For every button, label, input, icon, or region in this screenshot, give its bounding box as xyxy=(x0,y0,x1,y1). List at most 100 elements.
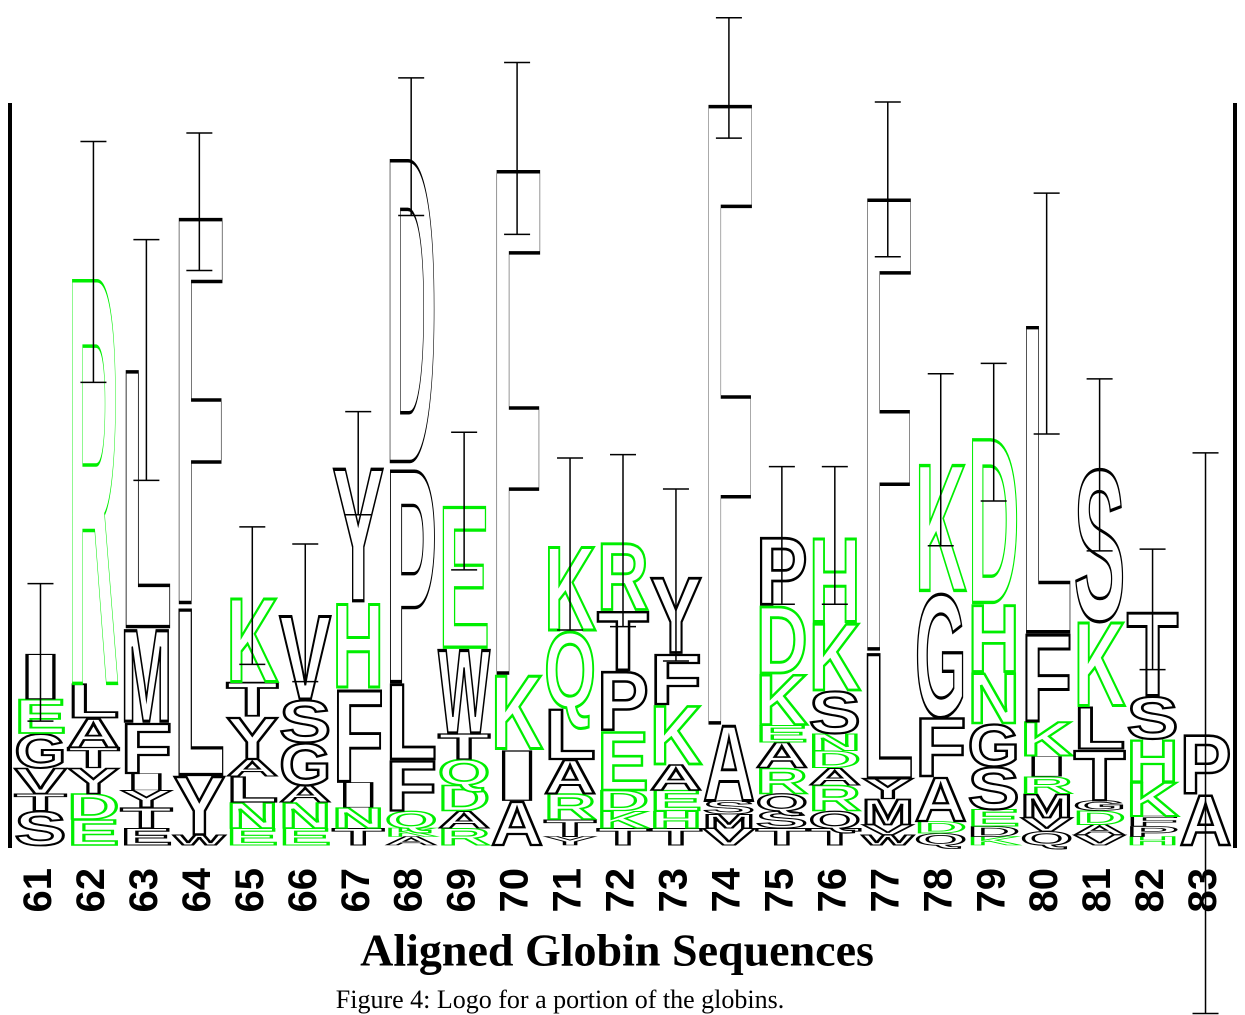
logo-letter: A xyxy=(438,807,490,833)
logo-letter: F xyxy=(1127,813,1179,829)
left-border xyxy=(8,103,12,848)
logo-letter: V xyxy=(703,824,755,851)
x-tick-label: 63 xyxy=(122,868,166,913)
x-tick-label: 65 xyxy=(228,868,272,913)
logo-letter: D xyxy=(438,779,490,819)
logo-letter: G xyxy=(1074,798,1126,814)
x-tick-label: 74 xyxy=(704,867,748,912)
logo-letter: Q xyxy=(1021,828,1073,849)
x-tick-label: 82 xyxy=(1128,868,1172,913)
logo-letter: Y xyxy=(226,705,278,772)
logo-letter: R xyxy=(544,788,596,828)
x-tick-label: 69 xyxy=(440,868,484,913)
logo-letter: G xyxy=(279,732,331,798)
logo-letter: W xyxy=(438,625,490,759)
logo-letter: R xyxy=(756,762,808,802)
logo-letter: Y xyxy=(544,834,596,847)
caption: Figure 4: Logo for a portion of the glob… xyxy=(336,985,784,1014)
logo-letter: I xyxy=(491,735,543,815)
logo-letter: I xyxy=(1021,750,1073,782)
logo-letter: G xyxy=(915,558,967,753)
x-tick-label: 67 xyxy=(334,868,378,913)
logo-letter: Y xyxy=(120,786,172,813)
logo-letter: R xyxy=(1021,772,1073,798)
logo-letter: Y xyxy=(67,761,119,801)
x-tick-label: 71 xyxy=(546,868,590,913)
logo-letter: A xyxy=(809,764,861,790)
x-tick-label: 80 xyxy=(1022,868,1066,913)
logo-letter: E xyxy=(120,824,172,851)
logo-letter: T xyxy=(650,824,702,850)
logo-letter: F xyxy=(1021,609,1073,748)
logo-letter: A xyxy=(491,790,543,859)
logo-letter: A xyxy=(756,736,808,776)
logo-letter: A xyxy=(915,765,967,834)
logo-letter: W xyxy=(862,832,914,848)
logo-letter: T xyxy=(226,673,278,726)
x-tick-label: 79 xyxy=(969,868,1013,913)
logo-letter: N xyxy=(968,659,1020,739)
logo-letter: V xyxy=(1074,832,1126,848)
logo-letter: G xyxy=(15,725,67,779)
logo-letter: K xyxy=(756,661,808,741)
logo-letter: T xyxy=(438,727,490,767)
logo-letter: D xyxy=(597,784,649,816)
logo-letter: A xyxy=(703,704,755,824)
logo-letter: D xyxy=(67,788,119,828)
x-tick-label: 66 xyxy=(281,868,325,913)
logo-letter: K xyxy=(1074,598,1126,731)
logo-letter: T xyxy=(544,815,596,841)
logo-letter: T xyxy=(809,824,861,850)
logo-letter: L xyxy=(1021,233,1073,726)
logo-letter: H xyxy=(650,807,702,833)
logo-letter: P xyxy=(385,406,437,747)
logo-letter: A xyxy=(385,834,437,847)
logo-letter: F xyxy=(120,708,172,788)
logo-letter: K xyxy=(809,603,861,710)
x-tick-label: 76 xyxy=(810,868,854,913)
logo-letter: T xyxy=(332,824,384,850)
logo-letter: A xyxy=(279,781,331,807)
logo-letter: K xyxy=(385,826,437,839)
x-tick-label: 62 xyxy=(69,868,113,913)
logo-letter: I xyxy=(120,769,172,796)
logo-letter: R xyxy=(438,824,490,850)
logo-letter: M xyxy=(120,602,172,749)
logo-letter: E xyxy=(650,785,702,817)
logo-letter: A xyxy=(1074,822,1126,838)
logo-letter: D xyxy=(1074,807,1126,828)
logo-letter: Q xyxy=(438,753,490,792)
logo-letter: T xyxy=(1074,736,1126,816)
logo-letter: T xyxy=(120,802,172,834)
logo-letter: E xyxy=(15,690,67,743)
logo-letter: Q xyxy=(385,806,437,833)
logo-letter: K xyxy=(1127,773,1179,826)
logo-letter: H xyxy=(1127,727,1179,794)
logo-letter: S xyxy=(279,688,331,755)
x-tick-label: 61 xyxy=(16,868,60,913)
logo-letter: A xyxy=(650,758,702,798)
logo-letter: E xyxy=(597,715,649,808)
logo-letter: L xyxy=(67,675,119,728)
logo-letter: S xyxy=(809,679,861,746)
x-tick-label: 73 xyxy=(652,868,696,913)
logo-letter: K xyxy=(968,834,1020,847)
logo-letter: A xyxy=(67,711,119,756)
logo-letter: I xyxy=(332,775,384,815)
logo-letter: N xyxy=(332,802,384,834)
logo-letter: N xyxy=(809,729,861,755)
logo-letter: Q xyxy=(544,610,596,730)
logo-letter: Y xyxy=(862,773,914,805)
x-tick-label: 75 xyxy=(757,868,801,913)
x-tick-label: 68 xyxy=(387,868,431,913)
logo-letter: L xyxy=(862,616,914,817)
logo-letter: R xyxy=(809,779,861,819)
logo-letter: Q xyxy=(915,830,967,849)
logo-letter: F xyxy=(703,0,755,913)
logo-letter: S xyxy=(968,755,1020,822)
logo-letter: Q xyxy=(756,789,808,816)
logo-letter: D xyxy=(915,818,967,837)
logo-letter: S xyxy=(756,807,808,834)
logo-letter: G xyxy=(968,713,1020,779)
logo-letter: E xyxy=(226,824,278,851)
